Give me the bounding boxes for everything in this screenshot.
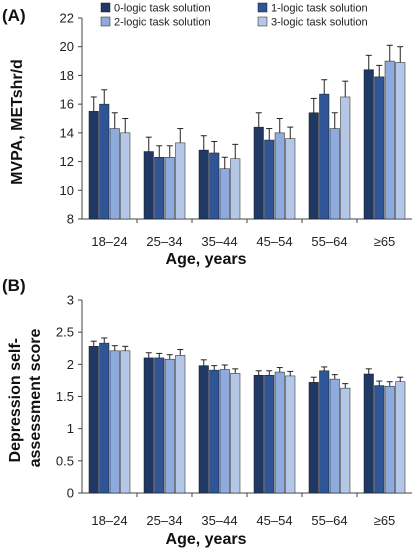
panel-a-bar	[88, 111, 99, 220]
panel-b-y-axis-title: Depression self- assessment score	[7, 329, 44, 468]
panel-b-bar	[120, 350, 131, 494]
panel-label-b: (B)	[2, 276, 26, 295]
legend: 0-logic task solution 1-logic task soluti…	[100, 2, 368, 29]
panel-label-a: (A)	[2, 6, 26, 25]
panel-a-bar	[143, 151, 154, 220]
panel-b-bar	[363, 373, 374, 494]
panel-a-bar	[109, 128, 120, 220]
panel-a-bar	[253, 126, 264, 220]
panel-a-bar	[264, 139, 275, 220]
panel-b-bar	[253, 375, 264, 494]
panel-b-bar	[374, 385, 385, 494]
panel-b-y-tick-label: 1	[67, 421, 74, 436]
panel-a-x-tick-label: 35–44	[201, 234, 237, 249]
panel-a-y-tick-label: 14	[60, 125, 74, 140]
panel-a-bar	[340, 96, 351, 220]
panel-a-bar	[329, 128, 340, 220]
panel-b-bar	[175, 355, 186, 494]
panel-a-y-tick-label: 22	[60, 11, 74, 26]
panel-a-plot: 8 10 12 14 16 18 20 22 18–24 25–34 35–44 45–54 55–64…	[60, 11, 412, 249]
panel-b-bar	[88, 346, 99, 494]
panel-a-bar	[120, 132, 131, 220]
panel-a-bar	[209, 152, 220, 220]
panel-b-y-tick-label: 0.5	[56, 453, 74, 468]
panel-a-bar	[285, 138, 296, 220]
panel-a-x-tick-label: 25–34	[146, 234, 182, 249]
panel-b-plot: 0 0.5 1 1.5 2 2.5 3 18–24 25–34 35–44 45–54 55–64 ≥6…	[56, 293, 412, 528]
panel-b-y-tick-label: 1.5	[56, 389, 74, 404]
panel-a-bar	[175, 142, 186, 220]
panel-a-bar	[308, 112, 319, 220]
panel-a-y-tick-label: 18	[60, 68, 74, 83]
panel-b-y-tick-label: 3	[67, 293, 74, 308]
panel-a-bar	[154, 157, 165, 220]
panel-a-bar	[395, 62, 406, 220]
panel-a-bar	[219, 168, 230, 220]
panel-b-bar	[384, 385, 395, 494]
panel-b-bar	[219, 369, 230, 494]
panel-a-y-tick-label: 20	[60, 39, 74, 54]
panel-a-y-axis-title: MVPA, METshr/d	[9, 59, 26, 185]
legend-label: 3-logic task solution	[271, 17, 368, 29]
panel-b-x-axis-title: Age, years	[166, 531, 247, 548]
panel-a-bar	[384, 60, 395, 220]
legend-swatch	[257, 16, 268, 27]
panel-b-bar	[198, 365, 209, 494]
panel-b-bar	[340, 387, 351, 494]
panel-a-bar	[164, 157, 175, 220]
legend-label: 0-logic task solution	[114, 3, 211, 15]
panel-a-y-tick-label: 12	[60, 154, 74, 169]
panel-b-bar	[230, 373, 241, 494]
panel-b-x-tick-label: 55–64	[311, 513, 347, 528]
panel-b-bar	[274, 371, 285, 494]
panel-b-bar	[308, 382, 319, 494]
panel-a-x-tick-label: 18–24	[91, 234, 127, 249]
panel-a-bar	[363, 69, 374, 220]
panel-b-bar	[109, 350, 120, 494]
panel-b-x-tick-label: 25–34	[146, 513, 182, 528]
panel-b-x-tick-label: ≥65	[374, 513, 396, 528]
panel-b-bar	[209, 369, 220, 494]
panel-b-bar	[329, 378, 340, 494]
panel-a-bar	[319, 93, 330, 220]
panel-b-x-tick-label: 18–24	[91, 513, 127, 528]
panel-b-x-tick-label: 35–44	[201, 513, 237, 528]
panel-b-bar	[99, 342, 110, 494]
legend-swatch	[257, 2, 268, 13]
panel-b-x-tick-label: 45–54	[256, 513, 292, 528]
panel-a-y-tick-label: 16	[60, 97, 74, 112]
legend-swatch	[100, 16, 111, 27]
panel-a-bar	[230, 158, 241, 220]
panel-b-bar	[143, 357, 154, 494]
panel-a-x-tick-label: ≥65	[374, 234, 396, 249]
panel-b-y-tick-label: 0	[67, 486, 74, 501]
legend-swatch	[100, 2, 111, 13]
panel-b-bar	[164, 358, 175, 494]
panel-a-y-tick-label: 10	[60, 183, 74, 198]
panel-b-y-tick-label: 2	[67, 357, 74, 372]
panel-b-bar	[264, 375, 275, 494]
panel-a-y-tick-label: 8	[67, 212, 74, 227]
panel-b-bar	[154, 357, 165, 494]
legend-label: 2-logic task solution	[114, 17, 211, 29]
panel-b-bar	[395, 381, 406, 494]
panel-a-x-tick-label: 55–64	[311, 234, 347, 249]
panel-a-x-tick-label: 45–54	[256, 234, 292, 249]
legend-label: 1-logic task solution	[271, 3, 368, 15]
panel-b-bar	[285, 375, 296, 494]
panel-b-bar	[319, 370, 330, 494]
panel-a-bar	[374, 76, 385, 220]
panel-b-y-tick-label: 2.5	[56, 325, 74, 340]
panel-a-x-axis-title: Age, years	[166, 251, 247, 268]
panel-a-bar	[198, 149, 209, 220]
panel-a-bar	[99, 103, 110, 220]
panel-a-bar	[274, 132, 285, 220]
